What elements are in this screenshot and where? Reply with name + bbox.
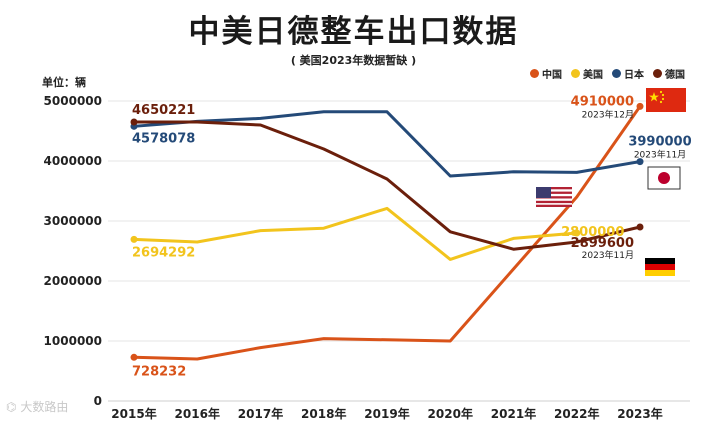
x-tick-label: 2020年 [428, 406, 473, 421]
data-label-japan: 4578078 [132, 131, 195, 146]
legend-marker-japan [612, 69, 621, 78]
point-china-start [130, 353, 138, 361]
chart-subtitle: ( 美国2023年数据暂缺 ) [290, 54, 417, 67]
x-tick-label: 2017年 [238, 406, 283, 421]
legend-item-china: 中国 [530, 66, 562, 81]
data-label-japan: 3990000 [628, 135, 691, 150]
point-japan-end [636, 158, 644, 166]
legend: 中国 美国 日本 德国 [530, 66, 685, 81]
japan-flag-icon [647, 166, 681, 190]
series-line-usa [132, 206, 579, 261]
grid-layer [108, 100, 690, 342]
flag-layer [536, 88, 686, 276]
y-tick-label: 2000000 [44, 274, 102, 288]
y-tick-label: 1000000 [44, 334, 102, 348]
legend-item-japan: 日本 [612, 66, 644, 81]
data-label-germany: 2899600 [571, 236, 634, 251]
x-tick-label: 2015年 [111, 406, 156, 421]
data-label-note-china: 2023年12月 [582, 108, 634, 120]
legend-marker-germany [653, 69, 662, 78]
legend-marker-usa [571, 69, 580, 78]
y-tick-label: 0 [94, 394, 102, 408]
data-label-china: 728232 [132, 364, 186, 379]
series-layer [130, 102, 644, 361]
watermark-text: 大数路由 [20, 400, 69, 414]
x-tick-label: 2018年 [301, 406, 346, 421]
data-label-note-germany: 2023年11月 [582, 249, 634, 261]
y-tick-label: 5000000 [44, 94, 102, 108]
point-germany-start [130, 118, 138, 126]
y-tick-label: 4000000 [44, 154, 102, 168]
legend-label-germany: 德国 [665, 70, 685, 81]
watermark: ⌬ 大数路由 [6, 398, 68, 415]
point-usa-start [130, 235, 138, 243]
data-label-usa: 2694292 [132, 245, 195, 260]
china-flag-icon [646, 88, 686, 112]
legend-label-usa: 美国 [583, 70, 603, 81]
series-line-japan [132, 110, 642, 178]
x-tick-label: 2019年 [364, 406, 409, 421]
usa-flag-icon [536, 187, 572, 207]
x-tick-label: 2021年 [491, 406, 536, 421]
chart-title: 中美日德整车出口数据 [188, 14, 519, 50]
legend-item-usa: 美国 [571, 66, 603, 81]
series-line-china [132, 104, 642, 361]
data-label-germany: 4650221 [132, 103, 195, 118]
data-label-usa: 2800000 [561, 225, 624, 240]
series-line-germany [132, 120, 642, 251]
y-axis-unit-label: 单位：辆 [42, 76, 86, 89]
point-china-end [636, 102, 644, 110]
point-usa-end [573, 229, 581, 237]
data-label-china: 4910000 [571, 94, 634, 109]
germany-flag-icon [645, 258, 675, 276]
watermark-icon: ⌬ [6, 400, 17, 414]
x-tick-label: 2022年 [554, 406, 599, 421]
x-tick-label: 2023年 [617, 406, 662, 421]
axis-layer: 0 1000000 2000000 3000000 4000000 5000000 2015… [44, 94, 690, 421]
legend-marker-china [530, 69, 539, 78]
x-tick-label: 2016年 [175, 406, 220, 421]
legend-label-japan: 日本 [624, 70, 644, 81]
legend-label-china: 中国 [542, 70, 562, 81]
legend-item-germany: 德国 [653, 66, 685, 81]
y-tick-label: 3000000 [44, 214, 102, 228]
data-label-note-japan: 2023年11月 [634, 149, 686, 161]
point-germany-end [636, 223, 644, 231]
